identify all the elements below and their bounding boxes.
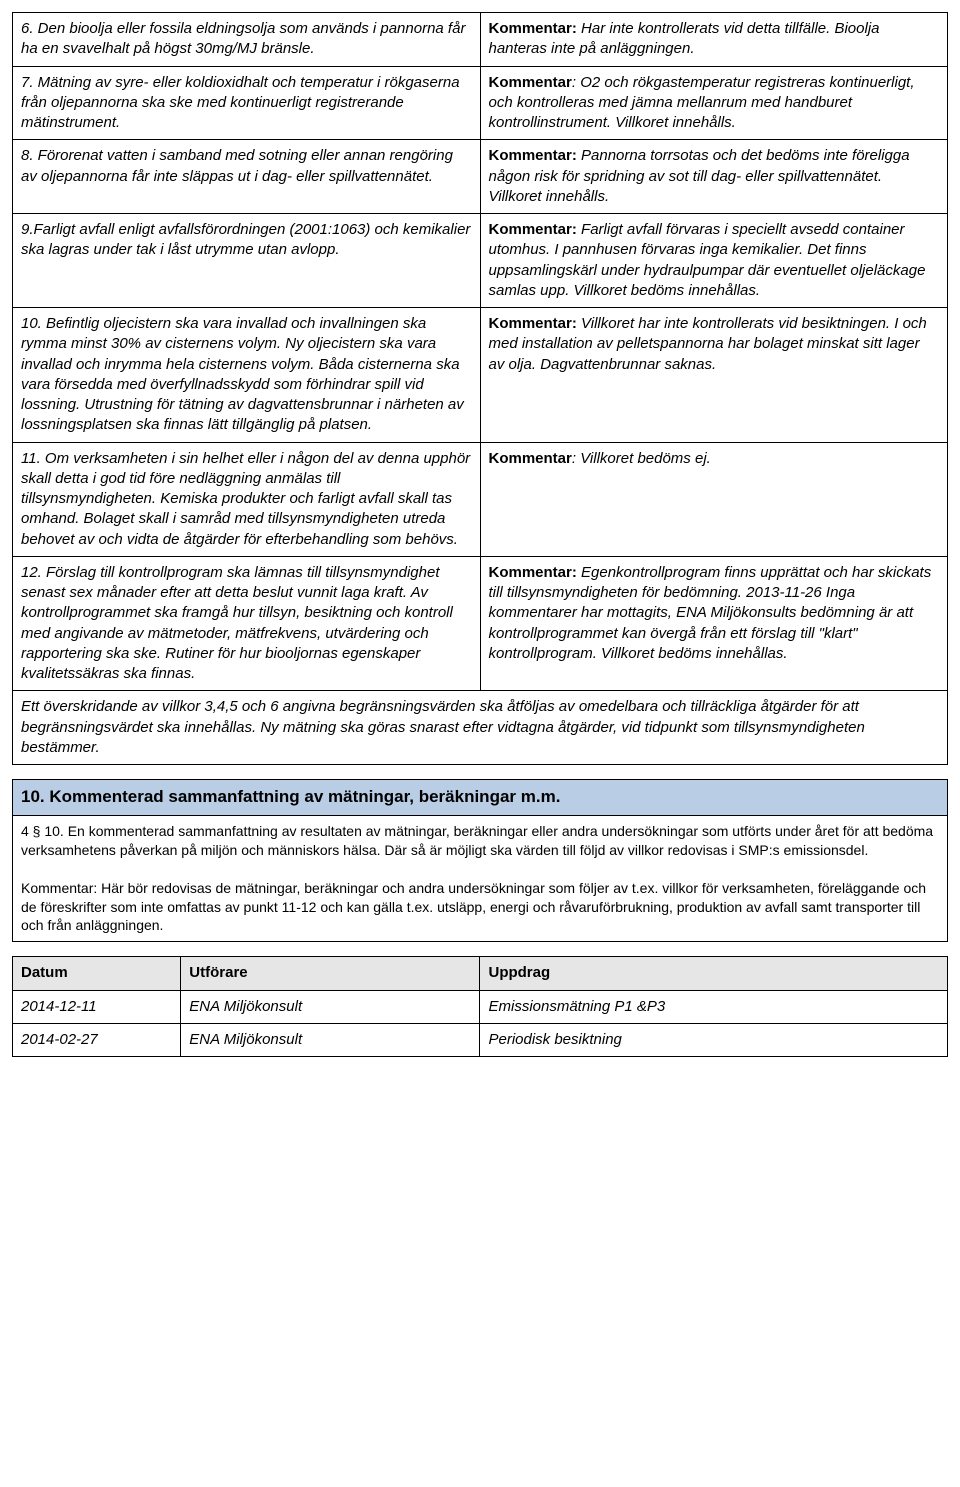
comment-label: Kommentar xyxy=(489,450,572,467)
table-header-row: Datum Utförare Uppdrag xyxy=(13,957,948,990)
comment-label: Kommentar: xyxy=(489,564,577,581)
comment-label: Kommentar: xyxy=(489,20,577,37)
footnote-text: Ett överskridande av villkor 3,4,5 och 6… xyxy=(13,691,948,765)
comment-label: Kommentar xyxy=(489,74,572,91)
cell-utforare: ENA Miljökonsult xyxy=(181,1023,480,1056)
measurements-table: Datum Utförare Uppdrag 2014-12-11 ENA Mi… xyxy=(12,956,948,1057)
condition-text: 7. Mätning av syre- eller koldioxidhalt … xyxy=(13,66,481,140)
section-intro: 4 § 10. En kommenterad sammanfattning av… xyxy=(21,822,939,860)
condition-text: 8. Förorenat vatten i samband med sotnin… xyxy=(13,140,481,214)
condition-text: 11. Om verksamheten i sin helhet eller i… xyxy=(13,442,481,556)
comment-label: Kommentar: xyxy=(489,221,577,238)
col-header-utforare: Utförare xyxy=(181,957,480,990)
comment-cell: Kommentar: Egenkontrollprogram finns upp… xyxy=(480,556,948,691)
table-row: 8. Förorenat vatten i samband med sotnin… xyxy=(13,140,948,214)
section-title: 10. Kommenterad sammanfattning av mätnin… xyxy=(13,780,948,816)
table-row: 9.Farligt avfall enligt avfallsförordnin… xyxy=(13,214,948,308)
comment-cell: Kommentar: Pannorna torrsotas och det be… xyxy=(480,140,948,214)
condition-text: 9.Farligt avfall enligt avfallsförordnin… xyxy=(13,214,481,308)
table-row: 6. Den bioolja eller fossila eldningsolj… xyxy=(13,13,948,67)
section-header-row: 10. Kommenterad sammanfattning av mätnin… xyxy=(13,780,948,816)
cell-utforare: ENA Miljökonsult xyxy=(181,990,480,1023)
table-row: 12. Förslag till kontrollprogram ska läm… xyxy=(13,556,948,691)
comment-label: Kommentar: xyxy=(489,147,577,164)
table-row: 11. Om verksamheten i sin helhet eller i… xyxy=(13,442,948,556)
condition-text: 12. Förslag till kontrollprogram ska läm… xyxy=(13,556,481,691)
comment-cell: Kommentar: Har inte kontrollerats vid de… xyxy=(480,13,948,67)
condition-text: 6. Den bioolja eller fossila eldningsolj… xyxy=(13,13,481,67)
cell-uppdrag: Periodisk besiktning xyxy=(480,1023,948,1056)
cell-uppdrag: Emissionsmätning P1 &P3 xyxy=(480,990,948,1023)
table-row: 2014-02-27 ENA Miljökonsult Periodisk be… xyxy=(13,1023,948,1056)
comment-cell: Kommentar: Villkoret har inte kontroller… xyxy=(480,308,948,443)
comment-cell: Kommentar: Farligt avfall förvaras i spe… xyxy=(480,214,948,308)
conditions-table: 6. Den bioolja eller fossila eldningsolj… xyxy=(12,12,948,765)
comment-label: Kommentar: xyxy=(489,315,577,332)
section-comment-text: Här bör redovisas de mätningar, beräknin… xyxy=(21,880,926,934)
table-row: 10. Befintlig oljecistern ska vara inval… xyxy=(13,308,948,443)
table-row: 7. Mätning av syre- eller koldioxidhalt … xyxy=(13,66,948,140)
section-10-table: 10. Kommenterad sammanfattning av mätnin… xyxy=(12,779,948,942)
comment-text: : Villkoret bedöms ej. xyxy=(572,450,711,467)
section-body-cell: 4 § 10. En kommenterad sammanfattning av… xyxy=(13,815,948,941)
section-comment: Kommentar: Här bör redovisas de mätninga… xyxy=(21,879,939,936)
cell-datum: 2014-12-11 xyxy=(13,990,181,1023)
section-body-row: 4 § 10. En kommenterad sammanfattning av… xyxy=(13,815,948,941)
table-footnote-row: Ett överskridande av villkor 3,4,5 och 6… xyxy=(13,691,948,765)
section-comment-label: Kommentar: xyxy=(21,880,97,896)
comment-cell: Kommentar: O2 och rökgastemperatur regis… xyxy=(480,66,948,140)
comment-cell: Kommentar: Villkoret bedöms ej. xyxy=(480,442,948,556)
col-header-datum: Datum xyxy=(13,957,181,990)
condition-text: 10. Befintlig oljecistern ska vara inval… xyxy=(13,308,481,443)
cell-datum: 2014-02-27 xyxy=(13,1023,181,1056)
table-row: 2014-12-11 ENA Miljökonsult Emissionsmät… xyxy=(13,990,948,1023)
col-header-uppdrag: Uppdrag xyxy=(480,957,948,990)
